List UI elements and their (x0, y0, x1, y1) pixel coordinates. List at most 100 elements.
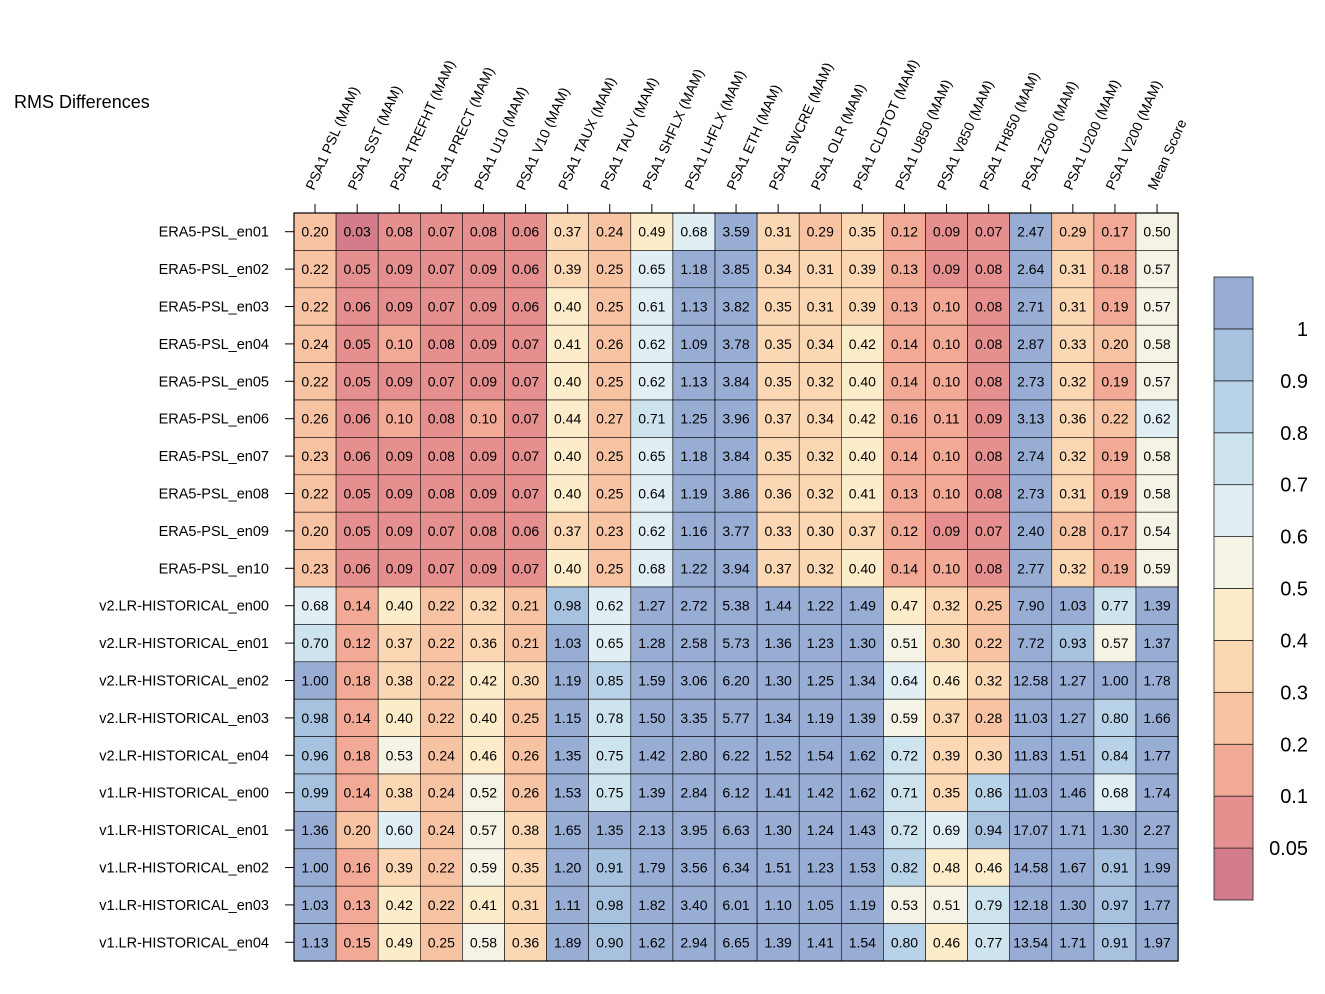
cell-value: 0.42 (470, 673, 497, 689)
heatmap-cell (546, 212, 589, 251)
heatmap-cell (462, 324, 505, 363)
heatmap-cell (1009, 399, 1053, 438)
cell-value: 0.13 (344, 897, 371, 913)
cell-value: 1.27 (1059, 673, 1086, 689)
cell-value: 0.32 (807, 373, 834, 389)
colorbar-tick-label: 0.6 (1280, 527, 1308, 549)
heatmap-cell (925, 773, 968, 812)
cell-value: 1.15 (554, 710, 581, 726)
cell-value: 11.83 (1014, 747, 1048, 763)
cell-value: 0.40 (470, 710, 497, 726)
heatmap-cell (588, 399, 632, 438)
cell-value: 0.10 (933, 448, 960, 464)
heatmap-cell (967, 848, 1010, 887)
cell-value: 0.65 (638, 261, 665, 277)
heatmap-cell (1135, 624, 1179, 663)
heatmap-cell (672, 811, 716, 850)
cell-value: 6.65 (722, 934, 749, 950)
cell-value: 5.38 (722, 598, 749, 614)
row-label: v1.LR-HISTORICAL_en03 (99, 898, 269, 914)
cell-value: 0.05 (344, 261, 371, 277)
heatmap-cell (335, 399, 379, 438)
cell-value: 0.24 (428, 785, 455, 801)
colorbar-bin (1213, 588, 1254, 641)
heatmap-cell (925, 362, 968, 401)
row-label: v1.LR-HISTORICAL_en00 (99, 786, 269, 802)
cell-value: 0.09 (470, 373, 497, 389)
heatmap-cell (756, 250, 800, 289)
cell-value: 0.62 (638, 523, 665, 539)
cell-value: 0.14 (344, 785, 371, 801)
heatmap-cell (419, 250, 463, 289)
cell-value: 1.00 (1101, 673, 1128, 689)
heatmap-cell (462, 474, 505, 513)
heatmap-cell (419, 698, 463, 737)
cell-value: 2.74 (1017, 448, 1044, 464)
cell-value: 0.38 (386, 785, 413, 801)
cell-value: 0.35 (765, 299, 792, 315)
cell-value: 0.07 (512, 373, 539, 389)
row-label: ERA5-PSL_en03 (159, 300, 269, 316)
cell-value: 1.97 (1143, 934, 1170, 950)
cell-value: 0.19 (1101, 373, 1128, 389)
cell-value: 0.05 (344, 523, 371, 539)
heatmap-cell (840, 324, 884, 363)
cell-value: 1.41 (807, 934, 834, 950)
cell-value: 0.20 (301, 523, 328, 539)
heatmap-cell (335, 736, 379, 775)
cell-value: 0.32 (1059, 560, 1086, 576)
cell-value: 0.08 (975, 336, 1002, 352)
heatmap-cell (1009, 511, 1053, 550)
heatmap-cell (504, 885, 547, 924)
heatmap-cell (756, 923, 800, 962)
cell-value: 0.10 (386, 411, 413, 427)
cell-value: 1.09 (680, 336, 707, 352)
heatmap-cell (1093, 885, 1137, 924)
cell-value: 1.71 (1059, 822, 1086, 838)
heatmap-cell (630, 511, 674, 550)
cell-value: 0.42 (849, 411, 876, 427)
cell-value: 0.94 (975, 822, 1002, 838)
cell-value: 1.89 (554, 934, 581, 950)
heatmap-cell (504, 923, 547, 962)
heatmap-border (293, 212, 1179, 962)
heatmap-cell (883, 362, 926, 401)
cell-value: 0.25 (596, 299, 623, 315)
cell-value: 0.18 (344, 747, 371, 763)
cell-value: 0.10 (933, 486, 960, 502)
heatmap-cell (504, 698, 547, 737)
cell-value: 3.78 (722, 336, 749, 352)
heatmap-cell (546, 437, 589, 476)
heatmap-cell (419, 324, 463, 363)
cell-value: 0.39 (849, 261, 876, 277)
heatmap-cell (1135, 549, 1179, 588)
cell-value: 0.20 (344, 822, 371, 838)
cell-value: 0.46 (470, 747, 497, 763)
cell-value: 0.09 (470, 486, 497, 502)
heatmap-cell (756, 474, 800, 513)
cell-value: 0.50 (1143, 224, 1170, 240)
heatmap-cell (798, 885, 842, 924)
heatmap-cell (588, 362, 632, 401)
heatmap-cell (883, 511, 926, 550)
heatmap-cell (840, 511, 884, 550)
cell-value: 0.07 (512, 560, 539, 576)
cell-value: 0.26 (596, 336, 623, 352)
heatmap-cell (925, 586, 968, 625)
cell-value: 2.73 (1017, 373, 1044, 389)
heatmap-cell (462, 624, 505, 663)
heatmap-cell (1135, 698, 1179, 737)
colorbar-tick-label: 0.5 (1280, 579, 1308, 601)
heatmap-cell (925, 549, 968, 588)
cell-value: 0.98 (554, 598, 581, 614)
cell-value: 0.12 (891, 224, 918, 240)
cell-value: 0.31 (807, 299, 834, 315)
cell-value: 0.32 (975, 673, 1002, 689)
cell-value: 0.62 (596, 598, 623, 614)
heatmap-cell (1051, 437, 1095, 476)
heatmap-cell (1009, 212, 1053, 251)
cell-value: 0.10 (933, 336, 960, 352)
cell-value: 1.20 (554, 860, 581, 876)
cell-value: 0.16 (891, 411, 918, 427)
cell-value: 0.24 (596, 224, 623, 240)
